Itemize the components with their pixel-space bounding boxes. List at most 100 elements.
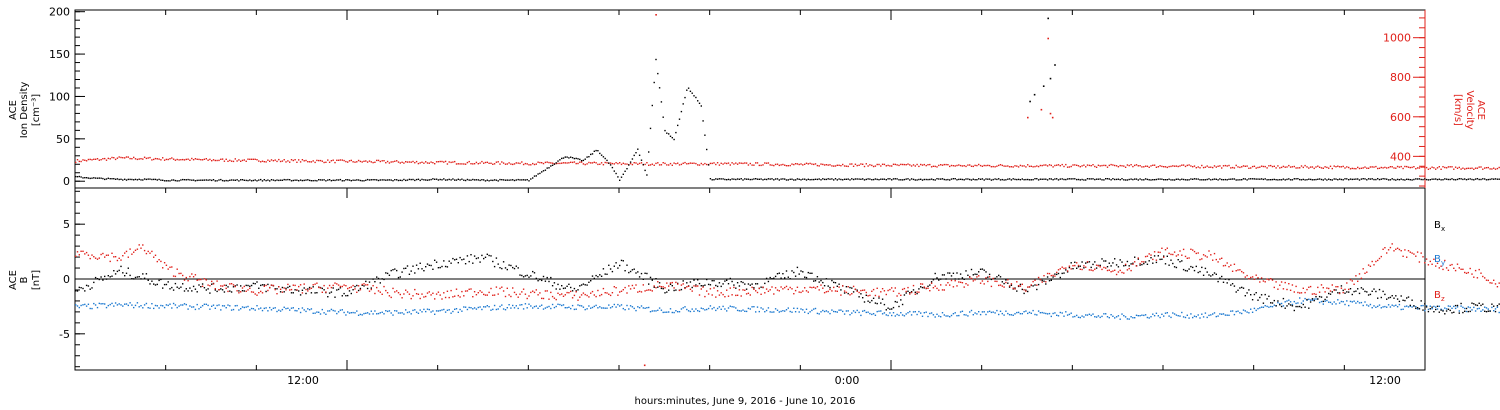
- by-point: [784, 310, 786, 312]
- by-point: [649, 311, 652, 313]
- bx-point: [473, 255, 476, 257]
- density-point: [470, 179, 472, 181]
- bx-point: [891, 308, 893, 310]
- bz-point: [809, 286, 811, 288]
- density-point: [992, 178, 994, 181]
- density-point: [644, 169, 646, 172]
- bx-point: [415, 264, 418, 266]
- bx-point: [901, 303, 904, 306]
- bx-point: [869, 301, 871, 304]
- bz-point: [1380, 255, 1382, 258]
- bz-point: [724, 296, 726, 298]
- by-point: [345, 314, 347, 316]
- bz-point: [116, 259, 119, 262]
- bz-point: [1061, 266, 1063, 268]
- bx-point: [631, 269, 634, 271]
- by-point: [858, 311, 860, 314]
- density-point: [854, 178, 857, 180]
- density-axis-label-line1: ACE: [8, 100, 19, 120]
- bz-point: [281, 291, 284, 293]
- velocity-point: [1135, 164, 1138, 166]
- by-point: [1445, 308, 1448, 310]
- bz-point: [1037, 276, 1040, 279]
- density-point: [726, 179, 728, 181]
- bx-point: [880, 302, 882, 304]
- by-point: [796, 307, 799, 310]
- velocity-point: [1380, 166, 1382, 169]
- bx-point: [970, 268, 973, 271]
- velocity-point: [822, 163, 824, 166]
- density-point: [1279, 179, 1281, 181]
- by-point: [1244, 310, 1246, 312]
- by-point: [1295, 302, 1297, 305]
- velocity-point: [1474, 167, 1477, 169]
- by-point: [1338, 302, 1341, 304]
- velocity-point: [655, 162, 657, 165]
- by-point: [923, 312, 925, 314]
- velocity-point: [912, 164, 915, 166]
- by-point: [477, 306, 479, 309]
- bx-point: [776, 273, 779, 275]
- bx-point: [252, 282, 255, 285]
- density-point: [615, 172, 617, 175]
- velocity-point: [377, 159, 380, 162]
- bz-point: [192, 276, 195, 278]
- density-point: [700, 105, 702, 107]
- velocity-point: [593, 161, 595, 163]
- density-point: [742, 179, 744, 181]
- bz-point: [1221, 257, 1223, 259]
- by-point: [508, 304, 510, 306]
- bz-point: [716, 290, 719, 292]
- by-point: [93, 302, 95, 305]
- density-point: [87, 177, 90, 179]
- density-point: [958, 178, 960, 181]
- bx-point: [1482, 303, 1484, 305]
- density-point: [1001, 178, 1003, 181]
- bz-point: [163, 262, 166, 264]
- density-point: [314, 179, 316, 182]
- velocity-point: [698, 164, 701, 166]
- bz-point: [1324, 291, 1326, 293]
- bz-point: [243, 285, 245, 288]
- density-point: [918, 178, 920, 181]
- bx-point: [140, 278, 142, 280]
- bx-point: [871, 299, 873, 302]
- velocity-point: [118, 156, 120, 158]
- density-point: [472, 178, 474, 181]
- bz-point: [1153, 251, 1156, 253]
- velocity-point: [1454, 166, 1457, 168]
- bx-point: [301, 289, 304, 291]
- bz-point: [1277, 288, 1279, 290]
- density-point: [1498, 178, 1500, 180]
- bx-point: [1289, 304, 1292, 306]
- velocity-point: [526, 163, 528, 165]
- velocity-point: [1402, 167, 1404, 170]
- velocity-point: [930, 166, 933, 168]
- bx-point: [256, 281, 258, 283]
- velocity-point: [180, 159, 182, 161]
- velocity-point: [428, 162, 430, 164]
- by-point: [638, 307, 641, 309]
- density-point: [211, 179, 213, 182]
- by-point: [1184, 316, 1187, 319]
- by-point: [1083, 316, 1085, 318]
- bx-point: [450, 262, 452, 264]
- velocity-point: [488, 162, 490, 164]
- velocity-point: [136, 158, 139, 161]
- bz-point: [1418, 261, 1421, 263]
- bz-point: [1311, 293, 1314, 295]
- bx-point: [668, 289, 670, 291]
- by-point: [1166, 312, 1168, 314]
- velocity-point: [93, 158, 95, 160]
- bx-point: [651, 279, 653, 281]
- density-point: [938, 178, 940, 180]
- by-point: [651, 310, 653, 312]
- bz-point: [178, 272, 180, 275]
- bz-point: [851, 293, 853, 295]
- velocity-point: [918, 165, 920, 168]
- bz-point: [863, 289, 866, 291]
- velocity-point: [104, 157, 106, 160]
- velocity-point: [1150, 165, 1152, 167]
- velocity-point: [715, 163, 717, 166]
- bz-point: [1355, 275, 1357, 277]
